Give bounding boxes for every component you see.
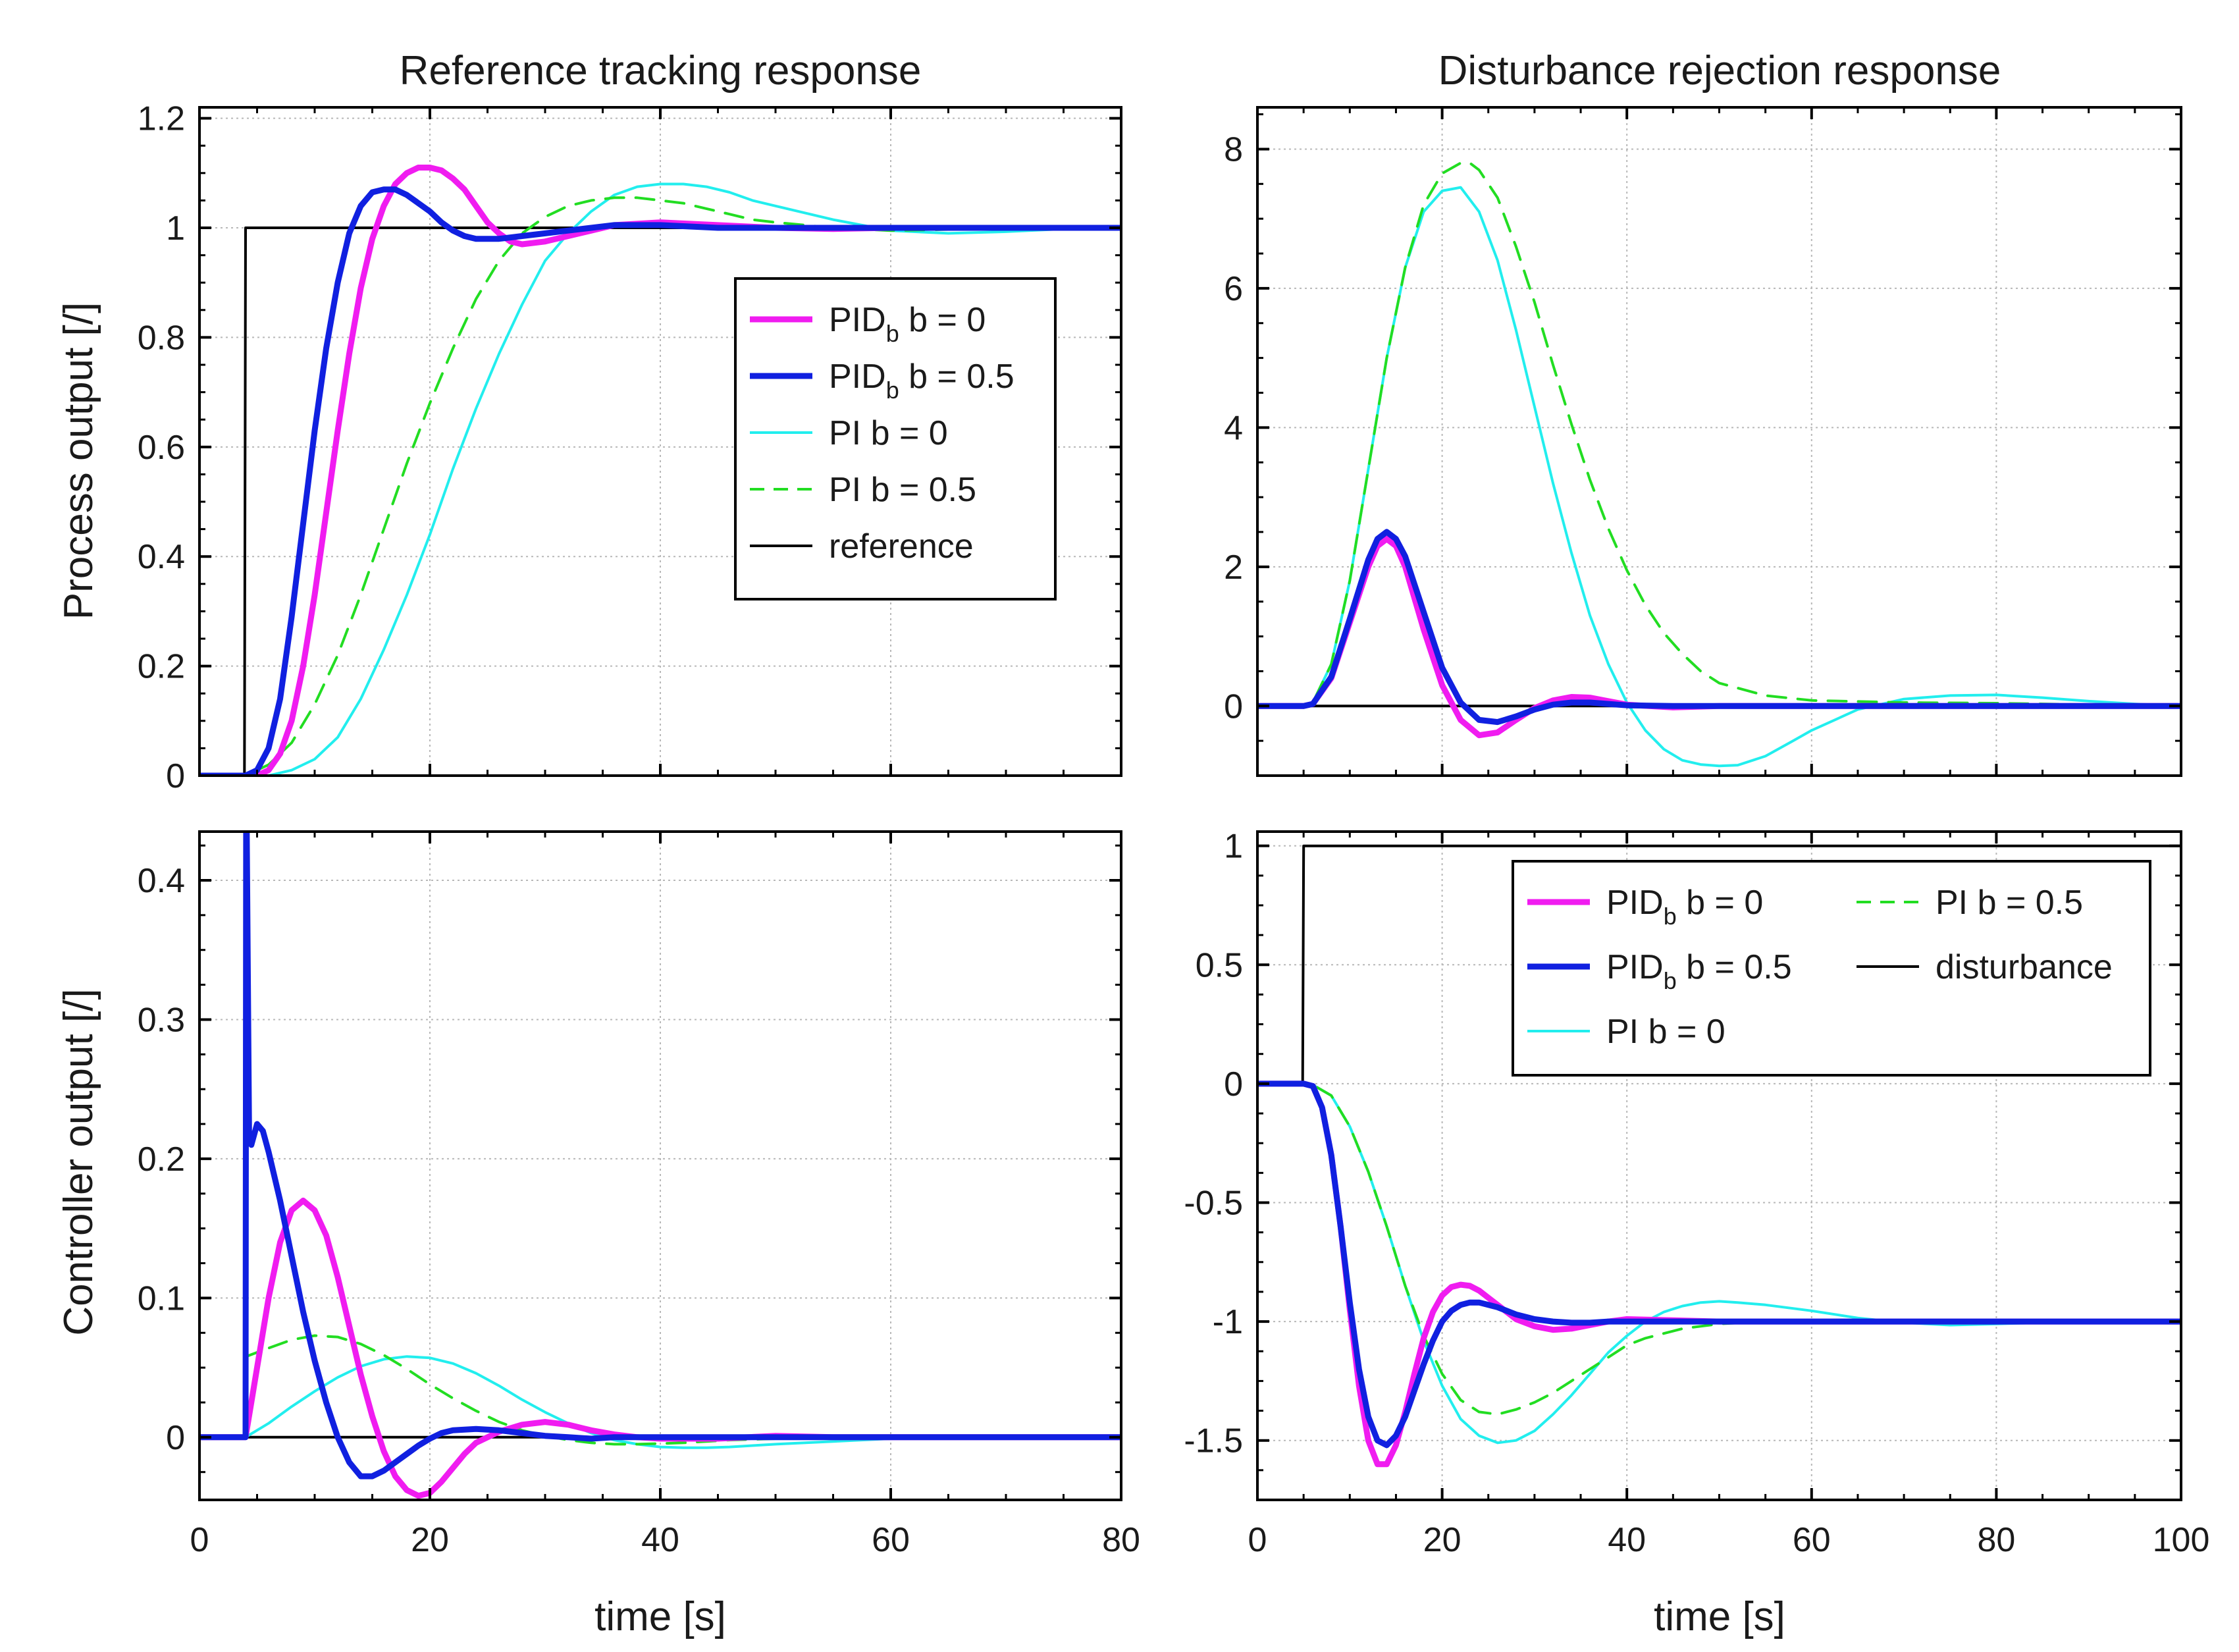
legend-label: PIDb b = 0 (1606, 884, 1763, 930)
legend-label: PIDb b = 0 (829, 301, 986, 347)
plot-area (1257, 107, 2181, 776)
legend-label: PIDb b = 0.5 (1606, 948, 1792, 994)
y-tick-label: 0 (166, 1419, 185, 1457)
y-tick-label: 1 (166, 209, 185, 248)
panel-disturbance-output: Disturbance rejection response 0 2 4 6 8 (1224, 48, 2182, 777)
series-line (199, 832, 1121, 1479)
y-tick-label: 0 (1224, 687, 1243, 726)
legend-label: PI b = 0 (829, 414, 948, 452)
x-axis-label: time [s] (1654, 1594, 1785, 1639)
y-tick-label: 0.8 (138, 319, 185, 357)
plot-lines (199, 165, 1121, 776)
panel-reference-controller: Controller output [/] time [s] 0 20 40 60 80… (56, 830, 1140, 1639)
x-tick-label: 40 (641, 1521, 679, 1559)
plot-lines (1257, 161, 2181, 768)
plot-frame (1256, 830, 2182, 1501)
axis-ticks: 0 20 40 60 80 100 -1.5 -1 -0.5 0 0.5 1 (1184, 828, 2209, 1559)
series-line (199, 196, 1121, 776)
axis-ticks: 0 20 40 60 80 0 0.1 0.2 0.3 0.4 (138, 832, 1140, 1559)
plot-frame (198, 106, 1122, 777)
y-tick-label: -1.5 (1184, 1422, 1243, 1460)
y-tick-label: 8 (1224, 130, 1243, 169)
legend-label: disturbance (1936, 948, 2113, 986)
y-tick-label: 0.4 (138, 862, 185, 900)
x-tick-label: 0 (1248, 1521, 1267, 1559)
legend-label: PI b = 0.5 (829, 471, 976, 509)
y-axis-label: Process output [/] (56, 302, 101, 620)
legend: PIDb b = 0 PIDb b = 0.5 PI b = 0 PI b = 0.5… (1512, 860, 2151, 1077)
y-tick-label: 0 (166, 757, 185, 795)
legend-box (1512, 860, 2151, 1077)
y-tick-label: 0.4 (138, 538, 185, 576)
legend-label: reference (829, 527, 974, 566)
plot-lines (1257, 844, 2181, 1468)
y-tick-label: 1 (1224, 828, 1243, 866)
x-tick-label: 20 (1423, 1521, 1462, 1559)
y-tick-label: 4 (1224, 409, 1243, 447)
panel-disturbance-controller: time [s] 0 20 40 60 80 100 -1.5 -1 -0.5 0 0.5 1 PID… (1184, 828, 2209, 1639)
series-line (1257, 529, 2181, 726)
y-tick-label: 0.1 (138, 1279, 185, 1318)
x-tick-label: 60 (872, 1521, 910, 1559)
y-tick-label: 0.6 (138, 429, 185, 467)
panel-title: Disturbance rejection response (1438, 48, 2001, 93)
legend-label: PIDb b = 0.5 (829, 358, 1014, 404)
panel-title: Reference tracking response (400, 48, 922, 93)
y-tick-label: 0 (1224, 1065, 1243, 1104)
y-tick-label: -1 (1213, 1303, 1243, 1341)
y-tick-label: 0.5 (1196, 946, 1243, 984)
y-tick-label: 0.3 (138, 1001, 185, 1039)
x-tick-label: 100 (2153, 1521, 2210, 1559)
legend-label: PI b = 0 (1606, 1013, 1725, 1051)
x-tick-label: 20 (411, 1521, 449, 1559)
x-axis-label: time [s] (594, 1594, 726, 1639)
series-line (1257, 161, 2181, 708)
legend: PIDb b = 0 PIDb b = 0.5 PI b = 0 PI b = 0.5… (734, 277, 1057, 600)
y-axis-label: Controller output [/] (56, 988, 101, 1335)
x-tick-label: 80 (1102, 1521, 1140, 1559)
series-line (199, 186, 1121, 776)
panel-reference-output: Reference tracking response Process outp… (56, 48, 1122, 795)
plot-frame (198, 830, 1122, 1501)
y-tick-label: 1.2 (138, 100, 185, 138)
x-tick-label: 40 (1608, 1521, 1646, 1559)
legend-label: PI b = 0.5 (1936, 884, 2083, 922)
x-tick-label: 80 (1977, 1521, 2015, 1559)
plot-lines (199, 832, 1121, 1499)
y-tick-label: 6 (1224, 270, 1243, 308)
plot-frame (1256, 106, 2182, 777)
series-line (1257, 1080, 2181, 1449)
x-tick-label: 0 (190, 1521, 209, 1559)
x-tick-label: 60 (1793, 1521, 1831, 1559)
y-tick-label: 2 (1224, 548, 1243, 587)
y-tick-label: 0.2 (138, 1140, 185, 1179)
y-tick-label: -0.5 (1184, 1184, 1243, 1222)
y-tick-label: 0.2 (138, 648, 185, 686)
